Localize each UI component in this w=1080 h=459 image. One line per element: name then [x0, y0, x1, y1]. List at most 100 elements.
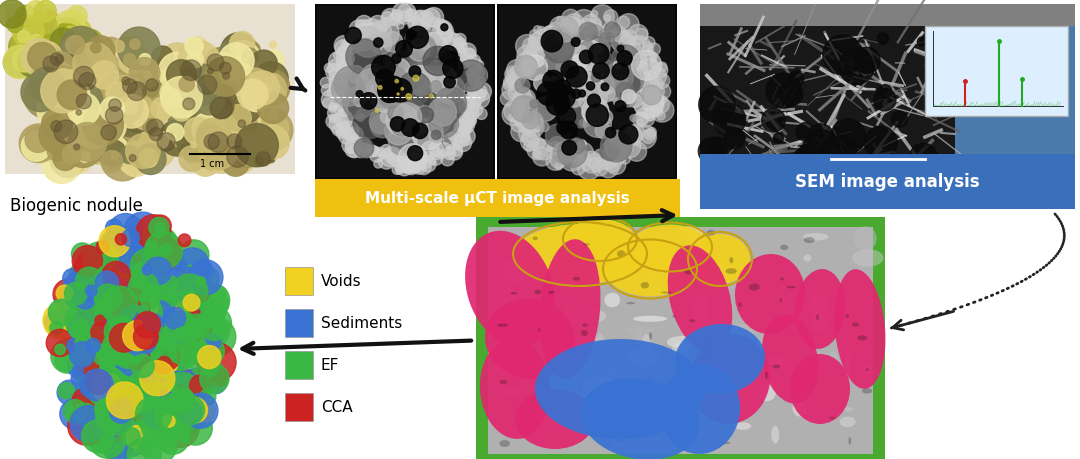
Ellipse shape	[485, 299, 575, 379]
Circle shape	[94, 285, 122, 312]
Circle shape	[102, 151, 122, 172]
Circle shape	[561, 148, 584, 172]
Circle shape	[120, 391, 147, 418]
Circle shape	[346, 40, 381, 75]
Circle shape	[113, 353, 137, 376]
Circle shape	[192, 399, 215, 422]
Circle shape	[149, 331, 158, 340]
Circle shape	[227, 146, 248, 168]
Circle shape	[393, 156, 410, 173]
Circle shape	[553, 80, 570, 98]
Circle shape	[197, 277, 205, 286]
Circle shape	[109, 311, 129, 330]
Ellipse shape	[707, 341, 712, 348]
Circle shape	[109, 341, 138, 369]
Circle shape	[556, 30, 562, 36]
Circle shape	[98, 308, 107, 316]
Circle shape	[137, 273, 174, 310]
Circle shape	[152, 47, 173, 68]
Circle shape	[653, 64, 667, 78]
Circle shape	[337, 120, 348, 131]
Ellipse shape	[728, 260, 750, 274]
Circle shape	[158, 364, 175, 381]
Circle shape	[130, 359, 144, 373]
Circle shape	[138, 305, 148, 316]
Ellipse shape	[658, 266, 678, 276]
Circle shape	[77, 353, 99, 375]
Circle shape	[146, 80, 158, 92]
Circle shape	[165, 321, 188, 343]
Circle shape	[86, 392, 112, 418]
Circle shape	[135, 253, 165, 284]
Ellipse shape	[816, 314, 819, 321]
Circle shape	[408, 40, 430, 62]
Circle shape	[334, 67, 368, 102]
Circle shape	[561, 122, 578, 140]
Circle shape	[511, 100, 523, 112]
Circle shape	[117, 335, 156, 374]
Circle shape	[602, 67, 627, 92]
Circle shape	[63, 39, 77, 54]
Circle shape	[355, 17, 373, 33]
Circle shape	[22, 132, 51, 162]
Circle shape	[64, 400, 86, 423]
Circle shape	[544, 28, 552, 35]
Circle shape	[404, 62, 429, 86]
Ellipse shape	[492, 300, 522, 321]
Circle shape	[541, 31, 563, 53]
Ellipse shape	[863, 364, 872, 376]
Circle shape	[151, 317, 160, 326]
Circle shape	[206, 293, 229, 316]
Circle shape	[627, 125, 645, 142]
Circle shape	[190, 347, 220, 378]
Circle shape	[511, 96, 538, 123]
Circle shape	[117, 324, 125, 331]
Circle shape	[131, 274, 153, 297]
Circle shape	[157, 94, 163, 101]
Circle shape	[130, 90, 164, 125]
Circle shape	[532, 98, 557, 122]
Ellipse shape	[583, 244, 590, 246]
Circle shape	[440, 47, 457, 65]
Circle shape	[334, 103, 348, 117]
Circle shape	[86, 247, 100, 262]
Circle shape	[125, 324, 153, 353]
Circle shape	[413, 118, 423, 129]
Circle shape	[50, 141, 86, 178]
Circle shape	[184, 118, 212, 146]
Ellipse shape	[502, 260, 529, 283]
Circle shape	[6, 17, 23, 34]
Circle shape	[36, 11, 59, 34]
Circle shape	[113, 235, 140, 261]
Circle shape	[181, 285, 218, 322]
Circle shape	[251, 142, 275, 167]
Circle shape	[166, 116, 187, 137]
Circle shape	[462, 111, 476, 125]
Circle shape	[136, 350, 153, 368]
Circle shape	[504, 101, 526, 123]
Circle shape	[609, 132, 623, 146]
Circle shape	[105, 316, 136, 347]
Ellipse shape	[649, 372, 652, 380]
Circle shape	[64, 149, 76, 161]
Circle shape	[89, 373, 109, 393]
Circle shape	[647, 90, 660, 103]
Bar	[315, 5, 495, 179]
Circle shape	[468, 87, 474, 94]
Circle shape	[27, 20, 49, 41]
Circle shape	[122, 393, 149, 420]
Circle shape	[228, 57, 241, 70]
Circle shape	[80, 345, 99, 364]
Circle shape	[28, 44, 57, 73]
Circle shape	[161, 276, 177, 292]
Circle shape	[136, 328, 151, 342]
Circle shape	[432, 28, 438, 34]
Circle shape	[340, 122, 359, 140]
Circle shape	[139, 361, 175, 396]
Circle shape	[131, 83, 173, 124]
Circle shape	[605, 23, 620, 39]
Circle shape	[141, 56, 154, 69]
Circle shape	[134, 312, 160, 338]
Circle shape	[204, 104, 240, 140]
Circle shape	[75, 285, 100, 311]
